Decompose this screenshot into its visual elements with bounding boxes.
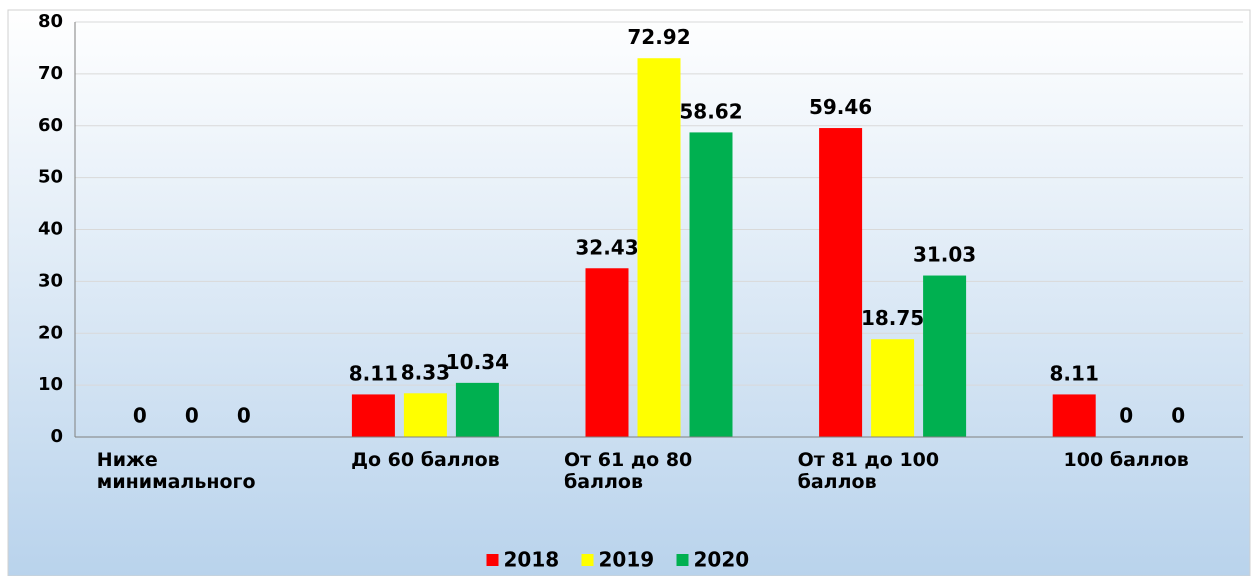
x-tick-label: До 60 баллов [309,449,543,471]
chart-background [7,9,1251,576]
y-tick-label: 10 [38,374,63,395]
data-label: 0 [1171,404,1185,428]
bar [689,132,733,438]
data-label: 0 [185,404,199,428]
y-tick-label: 70 [38,63,63,84]
x-tick-label: 100 баллов [1009,449,1243,471]
legend-swatch [581,554,594,566]
y-tick-label: 80 [38,11,63,32]
y-tick-label: 20 [38,322,63,343]
y-tick-label: 40 [38,219,63,240]
category-text: До 60 баллов [351,449,500,471]
data-label: 10.34 [446,350,509,374]
legend-label: 2018 [504,548,560,572]
category-text: 100 баллов [1063,449,1189,471]
data-label: 59.46 [809,95,872,119]
data-label: 31.03 [913,243,976,267]
data-label: 8.11 [1050,361,1099,385]
data-label: 8.11 [349,361,398,385]
data-label: 18.75 [861,306,924,330]
y-tick-label: 50 [38,167,63,188]
legend-label: 2019 [599,548,655,572]
bar [819,128,863,438]
data-label: 0 [237,404,251,428]
data-label: 8.33 [401,360,450,384]
legend-label: 2020 [694,548,750,572]
data-label: 0 [133,404,147,428]
bar [923,275,967,438]
legend-swatch [486,554,499,566]
x-tick-label: От 61 до 80 баллов [542,449,776,493]
bar [1052,394,1096,438]
y-tick-label: 30 [38,270,63,291]
category-text: От 61 до 80 баллов [563,449,693,493]
data-label: 72.92 [627,25,690,49]
x-tick-label: От 81 до 100 баллов [776,449,1010,493]
legend-swatch [676,554,689,566]
category-text: От 81 до 100 баллов [797,449,940,493]
bar [455,382,499,438]
bar [871,339,915,438]
x-tick-label: Ниже минимального [75,449,309,493]
category-text: Ниже минимального [96,449,256,493]
bar [403,393,447,438]
bar [351,394,395,438]
data-label: 32.43 [575,235,638,259]
y-tick-label: 0 [50,426,63,447]
data-label: 58.62 [679,99,742,123]
bar [637,58,681,438]
data-label: 0 [1119,404,1133,428]
y-tick-label: 60 [38,115,63,136]
bar [585,268,629,438]
